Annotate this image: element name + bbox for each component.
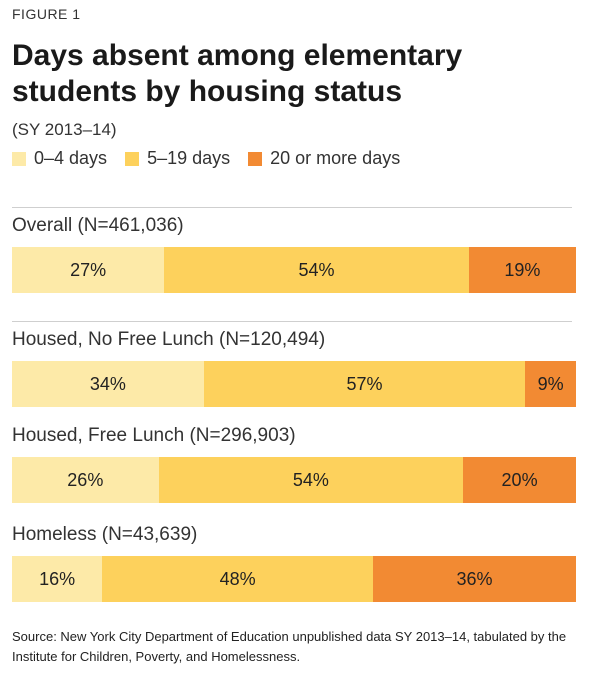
segment-5-19-days: 54% bbox=[164, 247, 469, 293]
segment-20-plus-days: 20% bbox=[463, 457, 576, 503]
segment-20-plus-days: 36% bbox=[372, 556, 576, 602]
bar-housed-free-lunch: 26% 54% 20% bbox=[12, 457, 576, 503]
segment-5-19-days: 54% bbox=[158, 457, 464, 503]
segment-0-4-days: 27% bbox=[12, 247, 165, 293]
segment-5-19-days: 57% bbox=[203, 361, 526, 407]
legend-swatch bbox=[248, 151, 263, 166]
category-label-homeless: Homeless (N=43,639) bbox=[12, 524, 198, 545]
legend-label: 5–19 days bbox=[147, 148, 231, 168]
legend-item-20-plus-days: 20 or more days bbox=[248, 148, 400, 169]
category-label-housed-free-lunch: Housed, Free Lunch (N=296,903) bbox=[12, 425, 296, 446]
legend-swatch bbox=[125, 151, 140, 166]
segment-5-19-days: 48% bbox=[102, 556, 373, 602]
segment-0-4-days: 26% bbox=[12, 457, 159, 503]
chart-title: Days absent among elementary students by… bbox=[12, 39, 463, 108]
legend-label: 0–4 days bbox=[34, 148, 108, 168]
category-label-overall: Overall (N=461,036) bbox=[12, 215, 184, 236]
legend-item-0-4-days: 0–4 days bbox=[12, 148, 107, 169]
legend: 0–4 days 5–19 days 20 or more days bbox=[12, 148, 418, 169]
chart-subtitle: (SY 2013–14) bbox=[12, 120, 117, 139]
segment-0-4-days: 34% bbox=[12, 361, 204, 407]
legend-item-5-19-days: 5–19 days bbox=[125, 148, 230, 169]
divider bbox=[12, 321, 572, 322]
segment-0-4-days: 16% bbox=[12, 556, 103, 602]
legend-swatch bbox=[12, 151, 26, 166]
bar-homeless: 16% 48% 36% bbox=[12, 556, 576, 602]
bar-housed-no-free-lunch: 34% 57% 9% bbox=[12, 361, 576, 407]
bar-overall: 27% 54% 19% bbox=[12, 247, 576, 293]
legend-label: 20 or more days bbox=[270, 148, 401, 168]
category-label-housed-no-free-lunch: Housed, No Free Lunch (N=120,494) bbox=[12, 329, 326, 350]
divider bbox=[12, 207, 572, 208]
figure-label: FIGURE 1 bbox=[12, 6, 81, 22]
source-note: Source: New York City Department of Educ… bbox=[12, 629, 567, 664]
segment-20-plus-days: 9% bbox=[525, 361, 576, 407]
segment-20-plus-days: 19% bbox=[468, 247, 576, 293]
